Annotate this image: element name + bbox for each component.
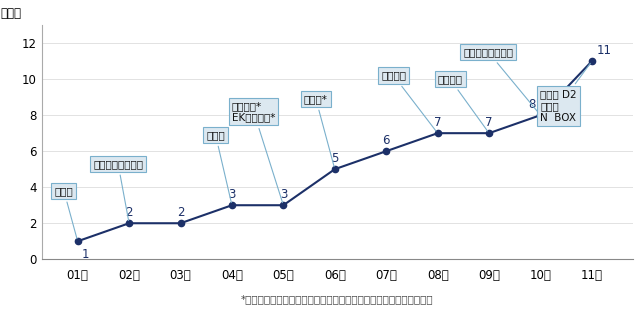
Text: 8: 8 xyxy=(528,98,535,111)
Text: 車種数: 車種数 xyxy=(0,7,21,20)
Text: タント*: タント* xyxy=(304,94,334,166)
Text: 2: 2 xyxy=(177,206,184,219)
Text: 3: 3 xyxy=(280,188,287,201)
Text: 3: 3 xyxy=(228,188,236,201)
Text: ポルテ: ポルテ xyxy=(206,130,231,203)
Text: ルークス: ルークス xyxy=(438,74,488,131)
Text: フリードスパイク: フリードスパイク xyxy=(463,47,539,113)
Text: デリカ D2
ソリオ
N  BOX: デリカ D2 ソリオ N BOX xyxy=(541,63,590,123)
Text: 7: 7 xyxy=(485,116,493,129)
Text: 2: 2 xyxy=(125,206,133,219)
Text: 1: 1 xyxy=(81,248,89,261)
Text: オッティ*
EK－ワゴン*: オッティ* EK－ワゴン* xyxy=(232,101,282,203)
Text: 11: 11 xyxy=(597,44,612,57)
Text: 6: 6 xyxy=(383,134,390,147)
Text: パレット: パレット xyxy=(381,71,436,131)
Text: モビリオスパイク: モビリオスパイク xyxy=(93,159,143,220)
Text: *モデルチェンジの際にスライドドアを採用した年度（イード調べ）: *モデルチェンジの際にスライドドアを採用した年度（イード調べ） xyxy=(241,294,434,305)
Text: ラウム: ラウム xyxy=(54,186,77,239)
Text: 7: 7 xyxy=(434,116,442,129)
Text: 5: 5 xyxy=(331,152,339,165)
